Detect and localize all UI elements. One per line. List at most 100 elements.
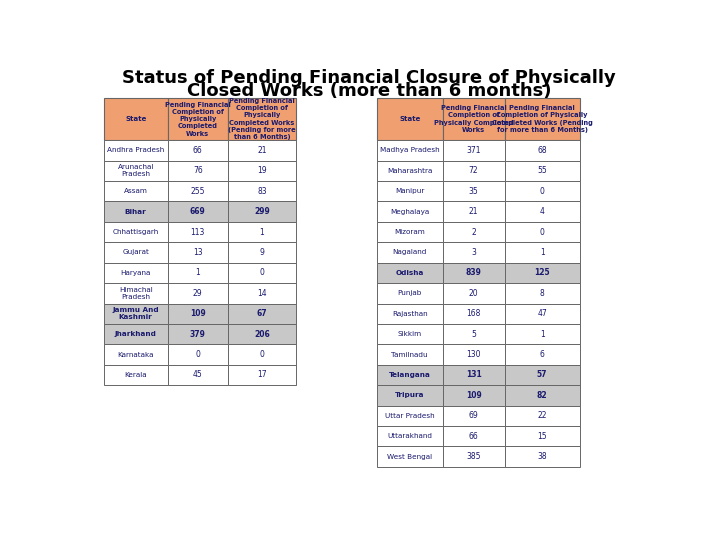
Text: 38: 38 [537,452,547,461]
Bar [443,181,505,201]
Text: Pending Financial
Completion of
Physically
Completed
Works: Pending Financial Completion of Physical… [165,102,230,137]
Bar [228,201,296,222]
Text: 2: 2 [472,227,476,237]
Bar [377,406,443,426]
Text: Chhattisgarh: Chhattisgarh [112,229,159,235]
Text: Nagaland: Nagaland [392,249,427,255]
Bar [228,303,296,324]
Text: 669: 669 [190,207,206,216]
Bar [168,161,228,181]
Text: Haryana: Haryana [120,270,151,276]
Bar [168,345,228,364]
Bar [228,262,296,283]
Bar [377,447,443,467]
Bar [377,385,443,406]
Bar [505,98,580,140]
Bar [104,303,168,324]
Text: 13: 13 [193,248,202,257]
Text: Tamilnadu: Tamilnadu [392,352,428,357]
Text: Himachal
Pradesh: Himachal Pradesh [119,287,153,300]
Text: Kerala: Kerala [125,372,147,378]
Text: 45: 45 [193,370,202,380]
Text: 255: 255 [191,187,205,196]
Text: 0: 0 [260,268,264,278]
Bar [443,283,505,303]
Bar [228,140,296,161]
Text: 4: 4 [540,207,544,216]
Bar [505,324,580,345]
Bar [168,324,228,345]
Bar [228,324,296,345]
Text: 29: 29 [193,289,202,298]
Text: 20: 20 [469,289,478,298]
Text: 113: 113 [191,227,205,237]
Bar [228,161,296,181]
Text: 130: 130 [467,350,481,359]
Bar [104,140,168,161]
Text: 69: 69 [469,411,479,420]
Text: State: State [399,116,420,122]
Text: 168: 168 [467,309,481,318]
Text: Pending Financial
Completion of
Physically Completed
Works: Pending Financial Completion of Physical… [434,105,513,133]
Bar [104,324,168,345]
Text: 9: 9 [260,248,264,257]
Bar [443,262,505,283]
Text: Status of Pending Financial Closure of Physically: Status of Pending Financial Closure of P… [122,69,616,86]
Text: Punjab: Punjab [397,291,422,296]
Bar [104,364,168,385]
Bar [443,447,505,467]
Bar [377,98,443,140]
Text: 17: 17 [257,370,267,380]
Bar [443,98,505,140]
Bar [104,201,168,222]
Text: 1: 1 [540,248,544,257]
Bar [443,140,505,161]
Bar [228,364,296,385]
Bar [168,201,228,222]
Text: Mizoram: Mizoram [395,229,425,235]
Text: 0: 0 [260,350,264,359]
Bar [377,201,443,222]
Text: 22: 22 [537,411,547,420]
Bar [104,222,168,242]
Bar [505,283,580,303]
Text: Sikkim: Sikkim [397,331,422,337]
Bar [505,447,580,467]
Bar [228,345,296,364]
Text: 66: 66 [469,431,479,441]
Bar [377,324,443,345]
Text: 131: 131 [466,370,482,380]
Text: 8: 8 [540,289,544,298]
Bar [505,364,580,385]
Text: Madhya Pradesh: Madhya Pradesh [380,147,439,153]
Bar [377,345,443,364]
Bar [377,242,443,262]
Text: 109: 109 [466,391,482,400]
Text: 14: 14 [257,289,267,298]
Text: Jharkhand: Jharkhand [114,331,157,337]
Text: 839: 839 [466,268,482,278]
Bar [168,222,228,242]
Text: 1: 1 [540,329,544,339]
Text: 83: 83 [257,187,267,196]
Bar [104,161,168,181]
Text: 15: 15 [537,431,547,441]
Text: Closed Works (more than 6 months): Closed Works (more than 6 months) [186,82,552,100]
Text: 371: 371 [467,146,481,155]
Text: 19: 19 [257,166,267,176]
Text: Karnataka: Karnataka [117,352,154,357]
Bar [505,140,580,161]
Text: 67: 67 [257,309,267,318]
Bar [377,262,443,283]
Bar [228,242,296,262]
Bar [228,181,296,201]
Bar [377,222,443,242]
Text: Gujarat: Gujarat [122,249,149,255]
Bar [104,262,168,283]
Bar [505,222,580,242]
Text: 1: 1 [260,227,264,237]
Text: 0: 0 [195,350,200,359]
Text: Jammu And
Kashmir: Jammu And Kashmir [112,307,159,320]
Bar [104,242,168,262]
Bar [104,98,168,140]
